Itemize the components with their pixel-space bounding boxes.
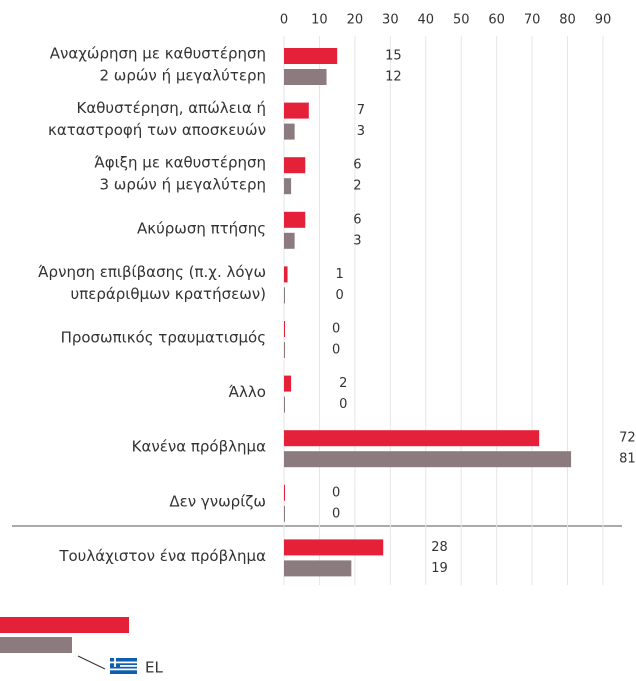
bar: [284, 375, 292, 392]
bar: [284, 69, 327, 85]
bar: [284, 321, 285, 337]
category-label: Καθυστέρηση, απώλεια ή: [76, 99, 266, 117]
bar: [284, 266, 288, 283]
x-tick-label: 10: [311, 13, 328, 28]
flag: [110, 658, 137, 674]
category-label: Κανένα πρόβλημα: [132, 438, 266, 456]
x-tick-label: 80: [559, 13, 576, 28]
value-label: 81: [619, 452, 636, 467]
x-tick-label: 60: [488, 13, 505, 28]
bar: [284, 430, 540, 447]
category-label: Ακύρωση πτήσης: [137, 219, 266, 237]
bar: [284, 396, 285, 413]
category-label: Άλλο: [229, 383, 266, 401]
legend-swatch: [0, 637, 72, 653]
bar: [284, 178, 292, 195]
bar: [284, 342, 285, 358]
x-tick-label: 30: [382, 13, 399, 28]
category-label: Δεν γνωρίζω: [169, 492, 266, 510]
value-label: 0: [332, 485, 340, 500]
category-label: 2 ωρών ή μεγαλύτερη: [99, 67, 266, 85]
category-label: καταστροφή των αποσκευών: [48, 121, 266, 139]
value-label: 15: [385, 49, 402, 64]
value-label: 2: [339, 376, 347, 391]
bar: [284, 560, 352, 577]
x-tick-label: 90: [595, 13, 612, 28]
value-label: 3: [353, 233, 361, 248]
category-label: Αναχώρηση με καθυστέρηση: [50, 45, 266, 63]
category-label: Προσωπικός τραυματισμός: [61, 329, 266, 347]
value-label: 6: [353, 212, 361, 227]
x-tick-label: 20: [347, 13, 364, 28]
x-tick-label: 70: [524, 13, 541, 28]
bar: [284, 123, 295, 140]
value-label: 0: [332, 506, 340, 521]
category-label: υπεράριθμων κρατήσεων): [71, 285, 266, 303]
bar: [284, 484, 285, 501]
value-label: 28: [431, 540, 448, 555]
value-label: 1: [336, 267, 344, 282]
value-label: 6: [353, 158, 361, 173]
x-tick-label: 0: [280, 13, 288, 28]
bar: [284, 48, 338, 64]
category-label: Άρνηση επιβίβασης (π.χ. λόγω: [38, 263, 266, 281]
bar: [284, 211, 306, 228]
value-label: 0: [339, 397, 347, 412]
value-label: 72: [619, 431, 636, 446]
x-tick-label: 50: [453, 13, 470, 28]
bar: [284, 505, 285, 522]
value-label: 0: [332, 343, 340, 358]
x-tick-label: 40: [418, 13, 435, 28]
legend-swatch: [0, 617, 129, 633]
bar: [284, 102, 309, 119]
value-label: 2: [353, 179, 361, 194]
value-label: 12: [385, 70, 402, 85]
value-label: 3: [357, 124, 365, 139]
legend-pointer: [77, 655, 106, 670]
legend-label: EL: [145, 659, 163, 677]
value-label: 0: [332, 322, 340, 337]
value-label: 19: [431, 561, 448, 576]
bar: [284, 287, 285, 304]
bar: [284, 451, 572, 468]
bar: [284, 539, 384, 556]
bar: [284, 157, 306, 174]
category-label: Τουλάχιστον ένα πρόβλημα: [58, 547, 266, 565]
category-label: Άφιξη με καθυστέρηση: [94, 154, 266, 172]
value-label: 7: [357, 103, 365, 118]
value-label: 0: [336, 288, 344, 303]
bar: [284, 232, 295, 249]
category-label: 3 ωρών ή μεγαλύτερη: [99, 176, 266, 194]
